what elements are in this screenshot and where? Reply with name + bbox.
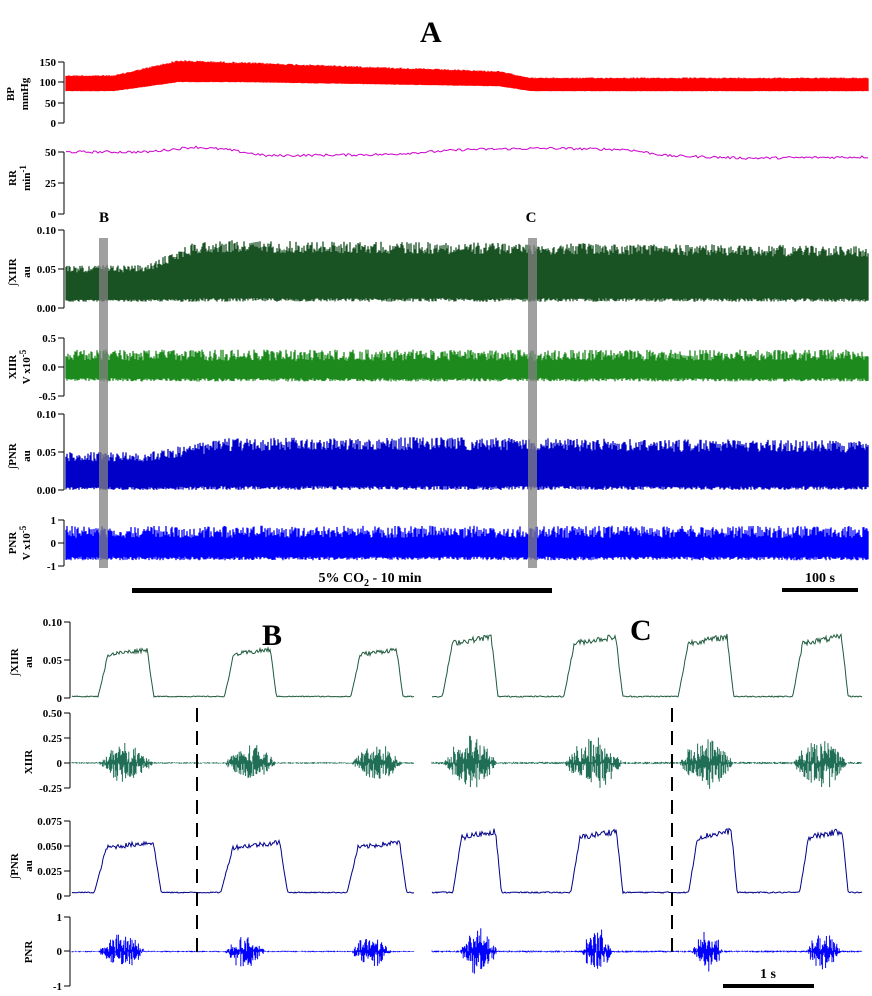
rr-line — [66, 145, 869, 160]
pnr-axis-b: 1 0 -1 PNR — [23, 912, 71, 993]
rr-tick-50: 50 — [45, 147, 57, 159]
b-xii-label: XIIR — [23, 749, 35, 775]
panel-letter-b: B — [262, 619, 282, 652]
b-xii-tick-0: 0 — [57, 758, 63, 770]
stimulus-label: 5% CO2 - 10 min — [319, 571, 422, 589]
pnr-trace-a — [65, 525, 869, 561]
panel-a: 150 100 50 0 BP mmHg 50 25 0 RR min-1 0.… — [5, 57, 869, 593]
b-pnr-tick-1: 1 — [57, 912, 63, 924]
panel-letter-c: C — [630, 614, 652, 647]
highlight-bar-c — [528, 238, 537, 568]
int-pnr-band-a — [65, 437, 869, 490]
scale-bar-bc — [723, 984, 814, 988]
int-xii-tick-000: 0.00 — [37, 303, 57, 315]
xii-axis-a: 0.5 0.0 -0.5 XIIR V x10-5 — [7, 333, 65, 403]
bp-tick-50: 50 — [45, 98, 57, 110]
b-integrated-xiir-line — [71, 646, 415, 698]
int-pnr-label-a: ∫PNR — [7, 442, 19, 470]
int-xii-tick-010: 0.10 — [37, 225, 57, 237]
c-xiir-band — [431, 735, 863, 789]
int-xii-label-a: ∫XIIR — [7, 257, 19, 287]
b-pnr-band — [71, 934, 415, 967]
int-xii-axis-a: 0.10 0.05 0.00 ∫XIIR au — [7, 225, 65, 315]
b-int-pnr-unit: au — [23, 860, 35, 872]
int-xii-band-a — [65, 240, 869, 302]
bp-tick-100: 100 — [40, 77, 57, 89]
scale-label-bc: 1 s — [760, 967, 777, 982]
xii-trace-a — [65, 349, 869, 382]
pnr-band-a — [65, 525, 869, 561]
bp-unit: mmHg — [19, 77, 31, 110]
rr-label: RR — [7, 169, 19, 186]
marker-c: C — [526, 210, 537, 226]
int-xii-trace-a — [65, 240, 869, 302]
int-pnr-axis-b: 0.075 0.050 0.025 0 ∫PNR au — [9, 816, 71, 903]
b-c-traces — [71, 632, 863, 974]
rr-tick-25: 25 — [45, 178, 57, 190]
pnr-label-a: PNR — [7, 531, 19, 555]
b-int-pnr-label: ∫PNR — [9, 852, 21, 880]
bp-tick-150: 150 — [40, 57, 57, 69]
bp-label: BP — [5, 87, 17, 101]
b-xii-tick-050: 0.50 — [43, 708, 63, 720]
b-pnr-tick-0: 0 — [57, 946, 63, 958]
pnr-axis-a: 1 0 -1 PNR V x10-5 — [7, 515, 65, 573]
xii-label-a: XIIR — [7, 354, 19, 380]
pnr-tick-1: 1 — [51, 515, 57, 527]
c-integrated-pnr-line — [431, 827, 863, 895]
xii-tick-zero: 0.0 — [42, 362, 56, 374]
stimulus-bar — [132, 588, 552, 593]
b-int-xii-tick-010: 0.10 — [43, 617, 63, 629]
b-xii-tick-025: 0.25 — [43, 733, 63, 745]
b-int-pnr-tick-0075: 0.075 — [37, 816, 62, 828]
int-pnr-tick-005: 0.05 — [37, 447, 57, 459]
bp-axis: 150 100 50 0 BP mmHg — [5, 57, 65, 130]
marker-b: B — [99, 210, 109, 226]
xii-tick-pos: 0.5 — [42, 333, 56, 345]
scale-label-a: 100 s — [805, 571, 836, 586]
b-int-xii-tick-005: 0.05 — [43, 655, 63, 667]
xii-tick-neg: -0.5 — [39, 391, 57, 403]
c-pnr-band — [431, 928, 863, 974]
int-xii-axis-b: 0.10 0.05 0 ∫XIIR au — [9, 617, 71, 705]
b-int-xii-label: ∫XIIR — [9, 647, 21, 677]
panel-letter-a: A — [420, 16, 442, 49]
rr-trace — [66, 145, 869, 160]
b-int-xii-unit: au — [23, 656, 35, 668]
bp-tick-0: 0 — [51, 118, 57, 130]
b-pnr-label: PNR — [23, 940, 35, 964]
b-xiir-band — [71, 743, 415, 782]
pnr-unit-a: V x10-5 — [18, 525, 33, 560]
int-pnr-trace-a — [65, 437, 869, 490]
rr-axis: 50 25 0 RR min-1 — [7, 147, 65, 221]
b-pnr-tick-neg1: -1 — [53, 981, 62, 993]
xii-band-a — [65, 349, 869, 382]
int-pnr-tick-000: 0.00 — [37, 485, 57, 497]
b-int-pnr-tick-0050: 0.050 — [37, 841, 62, 853]
highlight-bar-b — [99, 238, 108, 568]
int-pnr-tick-010: 0.10 — [37, 409, 57, 421]
xii-unit-a: V x10-5 — [18, 349, 33, 384]
pnr-tick-neg1: -1 — [47, 561, 56, 573]
int-pnr-axis-a: 0.10 0.05 0.00 ∫PNR au — [7, 409, 65, 497]
b-int-xii-tick-0: 0 — [57, 693, 63, 705]
panels-b-c: 0.10 0.05 0 ∫XIIR au 0.50 0.25 0 -0.25 X… — [9, 617, 863, 993]
b-int-pnr-tick-0: 0 — [57, 891, 63, 903]
int-xii-tick-005: 0.05 — [37, 264, 57, 276]
int-pnr-unit-a: au — [21, 450, 33, 462]
xii-axis-b: 0.50 0.25 0 -0.25 XIIR — [23, 708, 71, 795]
int-xii-unit-a: au — [21, 266, 33, 278]
b-integrated-pnr-line — [71, 838, 415, 894]
c-integrated-xiir-line — [431, 632, 863, 698]
pnr-tick-0: 0 — [51, 538, 57, 550]
bp-trace — [65, 60, 869, 92]
b-int-pnr-tick-0025: 0.025 — [37, 866, 62, 878]
bp-band — [65, 60, 869, 92]
rr-unit: min-1 — [18, 165, 33, 191]
rr-tick-0: 0 — [51, 209, 57, 221]
scale-bar-a — [782, 588, 858, 592]
b-xii-tick-neg025: -0.25 — [39, 783, 62, 795]
